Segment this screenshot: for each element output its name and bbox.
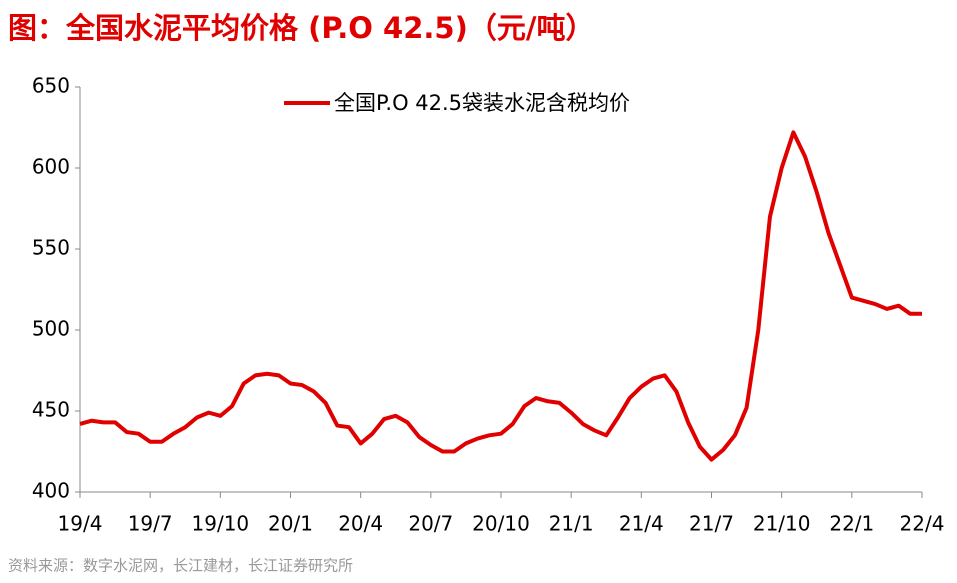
x-tick-label: 20/10: [472, 512, 530, 536]
x-tick-label: 19/10: [192, 512, 250, 536]
y-tick-label: 550: [32, 236, 70, 260]
x-tick-label: 21/10: [753, 512, 811, 536]
y-tick-label: 600: [32, 155, 70, 179]
x-tick-label: 21/7: [689, 512, 734, 536]
line-series: [79, 130, 922, 462]
x-tick-label: 19/4: [58, 512, 103, 536]
legend-label: 全国P.O 42.5袋装水泥含税均价: [334, 91, 630, 115]
y-tick-label: 400: [32, 479, 70, 503]
x-tick-label: 22/4: [900, 512, 945, 536]
x-tick-label: 22/1: [829, 512, 874, 536]
chart-title: 图：全国水泥平均价格 (P.O 42.5)（元/吨）: [8, 11, 594, 45]
x-tick-label: 21/1: [549, 512, 594, 536]
source-note: 资料来源：数字水泥网，长江建材，长江证券研究所: [8, 557, 353, 575]
x-tick-label: 19/7: [128, 512, 173, 536]
x-tick-label: 21/4: [619, 512, 664, 536]
x-tick-label: 20/7: [408, 512, 453, 536]
x-tick-label: 20/4: [338, 512, 383, 536]
y-tick-label: 650: [32, 74, 70, 98]
y-tick-label: 500: [32, 317, 70, 341]
x-tick-label: 20/1: [268, 512, 313, 536]
y-tick-label: 450: [32, 398, 70, 422]
